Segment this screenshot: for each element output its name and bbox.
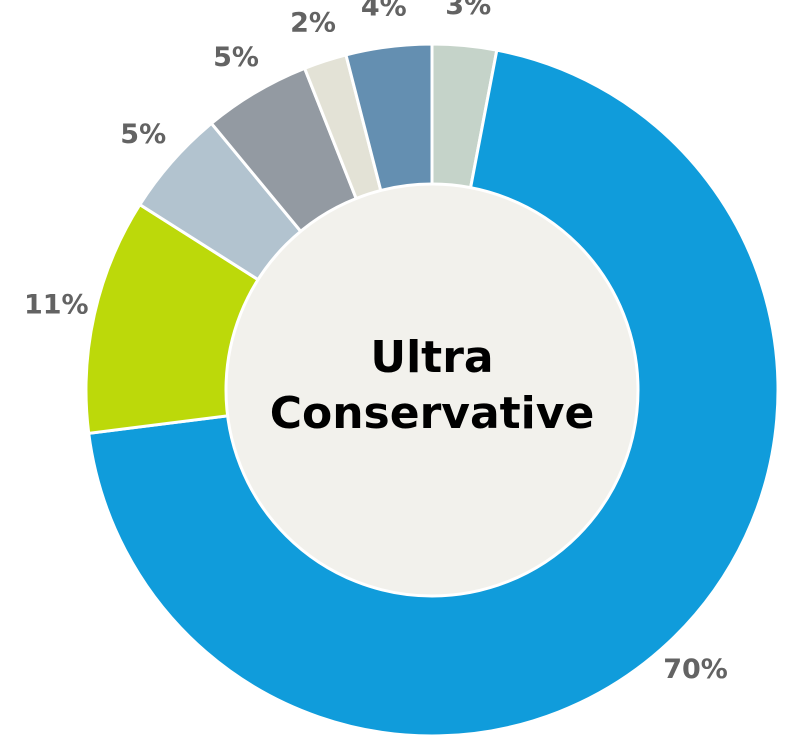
value-label: 70%: [663, 654, 728, 685]
value-label: 2%: [290, 7, 336, 38]
value-label: 4%: [361, 0, 407, 23]
value-label: 3%: [445, 0, 491, 21]
value-label: 5%: [120, 119, 166, 150]
donut-hole: [224, 182, 640, 598]
value-label: 11%: [24, 290, 89, 321]
value-label: 5%: [213, 42, 259, 73]
center-label: Ultra Conservative: [269, 332, 595, 439]
